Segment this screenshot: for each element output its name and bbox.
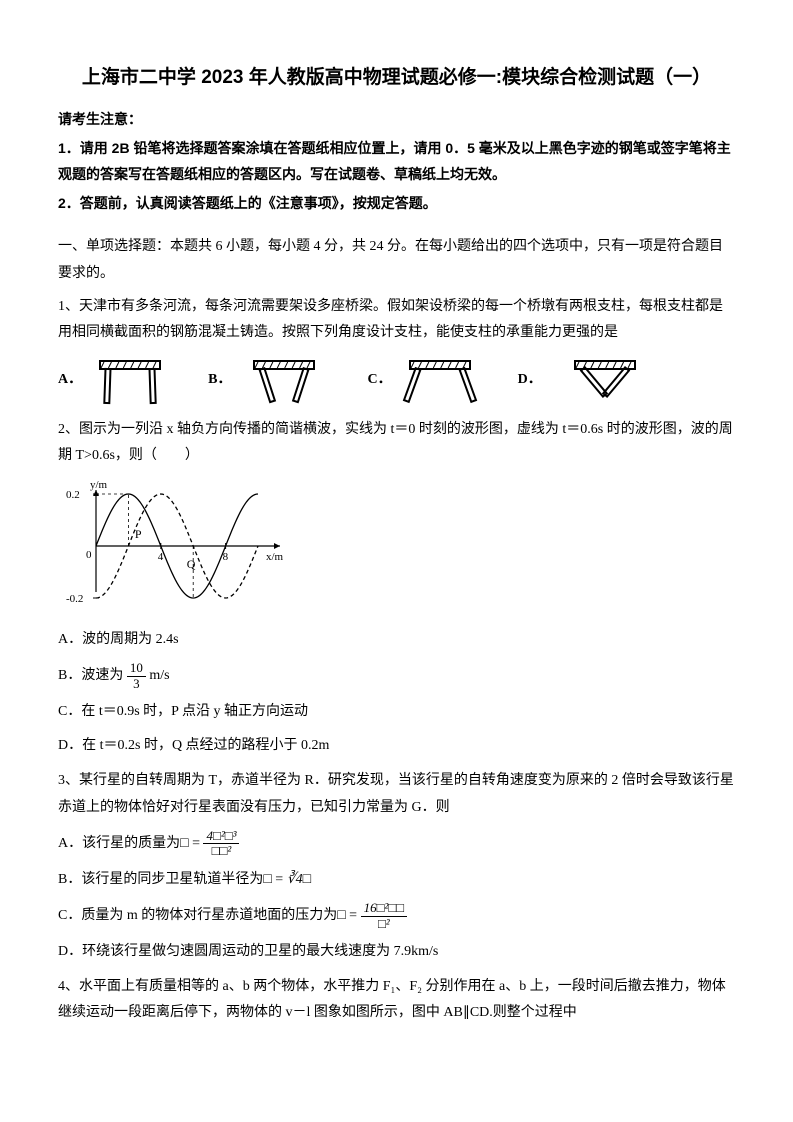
question-1-text: 1、天津市有多条河流，每条河流需要架设多座桥梁。假如架设桥梁的每一个桥墩有两根支… — [58, 294, 735, 347]
q2-b-frac-num: 10 — [127, 661, 146, 676]
bridge-icon-a — [90, 353, 170, 407]
q3-c-frac-num: 16□²□□ — [361, 901, 407, 916]
notice-heading: 请考生注意： — [58, 106, 735, 133]
q3-option-c: C．质量为 m 的物体对行星赤道地面的压力为□ = 16□²□□ □² — [58, 901, 735, 931]
q1-option-a: A． — [58, 353, 170, 407]
q3-option-d: D．环绕该行星做匀速圆周运动的卫星的最大线速度为 7.9km/s — [58, 939, 735, 966]
question-2-graph: x/my/m480.2-0.2PQ0 — [58, 476, 735, 617]
q1-option-b: B． — [208, 353, 329, 407]
q2-b-fraction: 10 3 — [127, 661, 146, 691]
wave-graph-icon: x/my/m480.2-0.2PQ0 — [58, 476, 288, 606]
bridge-icon-d — [550, 353, 660, 407]
notice-2: 2．答题前，认真阅读答题纸上的《注意事项》，按规定答题。 — [58, 190, 735, 217]
q3-b-prefix: B．该行星的同步卫星轨道半径为□ = — [58, 872, 283, 887]
q1-opt-b-label: B． — [208, 367, 231, 394]
svg-text:x/m: x/m — [266, 551, 284, 563]
svg-text:P: P — [135, 527, 142, 541]
bridge-icon-b — [239, 353, 329, 407]
q1-option-c: C． — [367, 353, 479, 407]
svg-text:y/m: y/m — [90, 479, 108, 491]
section-1-heading: 一、单项选择题：本题共 6 小题，每小题 4 分，共 24 分。在每小题给出的四… — [58, 234, 735, 287]
q3-a-frac-num: 4□²□³ — [203, 829, 239, 844]
q3-a-prefix: A．该行星的质量为□ = — [58, 836, 200, 851]
q3-option-a: A．该行星的质量为□ = 4□²□³ □□² — [58, 829, 735, 859]
q2-option-a: A．波的周期为 2.4s — [58, 627, 735, 654]
q3-a-fraction: 4□²□³ □□² — [203, 829, 239, 859]
notice-1: 1．请用 2B 铅笔将选择题答案涂填在答题纸相应位置上，请用 0．5 毫米及以上… — [58, 135, 735, 188]
q1-opt-c-label: C． — [367, 367, 391, 394]
q1-opt-d-label: D． — [518, 367, 542, 394]
q2-b-prefix: B．波速为 — [58, 668, 123, 683]
page-title: 上海市二中学 2023 年人教版高中物理试题必修一:模块综合检测试题（一） — [58, 60, 735, 96]
q3-c-frac-den: □² — [361, 917, 407, 931]
q3-c-fraction: 16□²□□ □² — [361, 901, 407, 931]
question-1-options: A． B． C． D． — [58, 353, 735, 407]
q3-b-radical: ∛4□ — [287, 872, 311, 887]
svg-text:0: 0 — [86, 549, 92, 561]
question-4-text: 4、水平面上有质量相等的 a、b 两个物体，水平推力 F₁、F₂ 分别作用在 a… — [58, 974, 735, 1027]
svg-text:Q: Q — [187, 557, 196, 571]
question-2-text: 2、图示为一列沿 x 轴负方向传播的简谐横波，实线为 t＝0 时刻的波形图，虚线… — [58, 417, 735, 470]
question-3-text: 3、某行星的自转周期为 T，赤道半径为 R．研究发现，当该行星的自转角速度变为原… — [58, 768, 735, 821]
q3-option-b: B．该行星的同步卫星轨道半径为□ = ∛4□ — [58, 867, 735, 894]
svg-text:-0.2: -0.2 — [66, 593, 83, 605]
q2-b-suffix: m/s — [149, 668, 169, 683]
q3-a-frac-den: □□² — [203, 844, 239, 858]
q1-option-d: D． — [518, 353, 660, 407]
q2-option-b: B．波速为 10 3 m/s — [58, 661, 735, 691]
q1-opt-a-label: A． — [58, 367, 82, 394]
q2-b-frac-den: 3 — [127, 677, 146, 691]
q2-option-d: D．在 t＝0.2s 时，Q 点经过的路程小于 0.2m — [58, 733, 735, 760]
q3-c-prefix: C．质量为 m 的物体对行星赤道地面的压力为□ = — [58, 908, 357, 923]
q2-option-c: C．在 t＝0.9s 时，P 点沿 y 轴正方向运动 — [58, 699, 735, 726]
svg-text:0.2: 0.2 — [66, 489, 80, 501]
bridge-icon-c — [400, 353, 480, 407]
